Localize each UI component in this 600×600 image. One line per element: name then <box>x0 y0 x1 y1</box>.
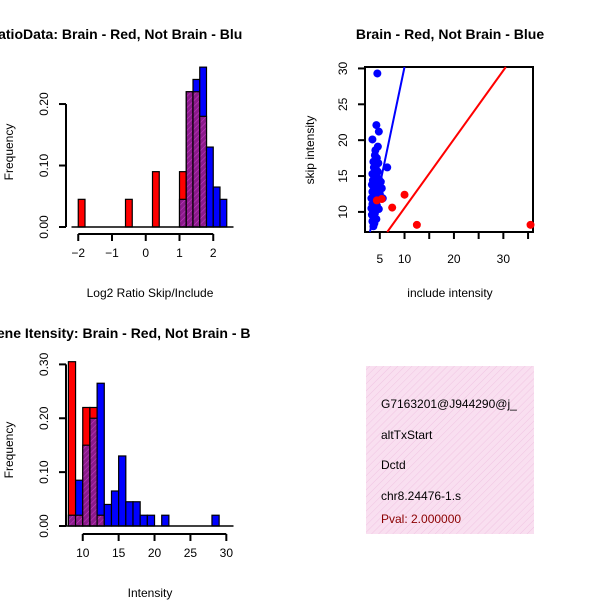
ratio-y-tick-label-2: 0.20 <box>37 92 51 116</box>
scatter-y-tick-label-4: 30 <box>336 61 350 75</box>
intensity-bar-overlap-1 <box>74 514 84 527</box>
ratio-y-axis-label: Frequency <box>2 124 16 181</box>
ratio-x-tick-label-3: 1 <box>176 246 183 260</box>
intensity-x-tick-label-0: 10 <box>76 546 90 560</box>
intensity-y-tick-label-3: 0.30 <box>37 352 51 376</box>
intensity-bar-blue-13 <box>211 514 220 527</box>
ratio-bar-red-0 <box>77 198 86 228</box>
scatter-point-blue-2 <box>374 127 383 136</box>
ratio-y-tick-label-0: 0.00 <box>37 215 51 239</box>
scatter-point-blue-3 <box>368 135 377 144</box>
scatter-x-axis-label: include intensity <box>407 286 492 300</box>
scatter-y-tick-label-3: 25 <box>336 97 350 111</box>
scatter-y-tick-label-2: 20 <box>336 133 350 147</box>
intensity-bar-blue-7 <box>118 455 127 527</box>
info-panel: G7163201@J944290@j_ altTxStart Dctd chr8… <box>366 366 534 534</box>
ratio-chart-title: RatioData: Brain - Red, Not Brain - Blu <box>0 26 242 42</box>
intensity-x-tick-label-4: 30 <box>220 546 234 560</box>
ratio-bar-overlap-6 <box>199 115 208 228</box>
info-line-gene-name: Dctd <box>381 458 406 472</box>
ratio-x-tick-label-2: 0 <box>142 246 149 260</box>
scatter-point-blue-50 <box>374 205 383 214</box>
ratio-bar-blue-8 <box>212 186 221 228</box>
scatter-plot-frame <box>364 66 534 233</box>
gene-intensity-histogram-panel: Gene Itensity: Brain - Red, Not Brain - … <box>0 325 250 600</box>
intensity-y-tick-label-1: 0.10 <box>37 460 51 484</box>
intensity-bar-overlap-4 <box>96 514 105 527</box>
info-line-location: chr8.24476-1.s <box>381 489 461 503</box>
info-line-probe-id: G7163201@J944290@j_ <box>381 397 517 411</box>
ratio-y-tick-label-1: 0.10 <box>37 154 51 178</box>
fit-line-red <box>386 66 507 233</box>
scatter-point-red-5 <box>372 196 381 205</box>
ratio-bar-red-1 <box>124 198 133 228</box>
scatter-point-red-1 <box>388 203 397 212</box>
scatter-x-tick-label-0: 5 <box>376 252 383 266</box>
intensity-bar-overlap-0 <box>67 514 77 527</box>
scatter-x-tick-label-3: 30 <box>497 252 511 266</box>
scatter-point-blue-11 <box>383 163 392 172</box>
scatter-point-blue-51 <box>369 222 378 231</box>
intensity-scatter-panel: Brain - Red, Not Brain - Blue 5 10 20 30 10 1… <box>303 26 544 300</box>
intensity-bar-blue-11 <box>146 514 156 527</box>
intensity-x-tick-label-1: 15 <box>112 546 126 560</box>
intensity-bar-blue-12 <box>161 514 170 527</box>
intensity-bar-overlap-2 <box>82 444 91 527</box>
ratio-bar-overlap-4 <box>185 91 194 228</box>
intensity-chart-title: Gene Itensity: Brain - Red, Not Brain - … <box>0 325 250 341</box>
intensity-x-axis-label: Intensity <box>128 586 173 600</box>
intensity-bar-blue-4 <box>96 382 105 527</box>
intensity-y-tick-label-0: 0.00 <box>37 514 51 538</box>
scatter-y-tick-label-1: 15 <box>336 169 350 183</box>
scatter-point-blue-1 <box>372 121 381 130</box>
info-pval: Pval: 2.000000 <box>381 512 461 526</box>
scatter-point-blue-0 <box>373 69 382 78</box>
scatter-x-tick-label-1: 10 <box>398 252 412 266</box>
intensity-y-tick-label-2: 0.20 <box>37 406 51 430</box>
ratio-x-axis-label: Log2 Ratio Skip/Include <box>87 286 214 300</box>
intensity-bar-blue-10 <box>139 514 148 527</box>
intensity-bar-blue-5 <box>103 503 113 527</box>
ratio-x-tick-label-4: 2 <box>210 246 217 260</box>
scatter-point-red-2 <box>400 190 409 199</box>
ratio-bar-blue-7 <box>205 146 214 228</box>
ratio-x-tick-label-0: −2 <box>71 246 85 260</box>
intensity-x-tick-label-3: 25 <box>184 546 198 560</box>
ratio-bar-overlap-3 <box>178 198 187 228</box>
info-panel-background <box>366 366 534 534</box>
scatter-point-red-3 <box>412 220 421 229</box>
intensity-y-axis-label: Frequency <box>2 422 16 479</box>
scatter-point-blue-49 <box>368 187 377 196</box>
scatter-x-tick-label-2: 20 <box>447 252 461 266</box>
intensity-bar-blue-9 <box>132 501 141 527</box>
ratio-histogram-panel: RatioData: Brain - Red, Not Brain - Blu … <box>0 26 242 300</box>
intensity-bar-blue-8 <box>125 501 134 527</box>
intensity-bar-blue-6 <box>110 490 120 527</box>
ratio-bar-overlap-5 <box>192 91 201 228</box>
ratio-bar-blue-9 <box>219 198 228 228</box>
ratio-x-tick-label-1: −1 <box>105 246 119 260</box>
ratio-bar-red-2 <box>151 171 160 228</box>
intensity-bar-red-0 <box>67 361 77 527</box>
scatter-point-red-4 <box>526 220 535 229</box>
info-line-event-type: altTxStart <box>381 428 433 442</box>
scatter-y-tick-label-0: 10 <box>336 205 350 219</box>
intensity-bar-overlap-3 <box>89 417 98 527</box>
scatter-y-axis-label: skip intensity <box>303 116 317 185</box>
scatter-chart-title: Brain - Red, Not Brain - Blue <box>356 26 544 42</box>
intensity-x-tick-label-2: 20 <box>148 546 162 560</box>
